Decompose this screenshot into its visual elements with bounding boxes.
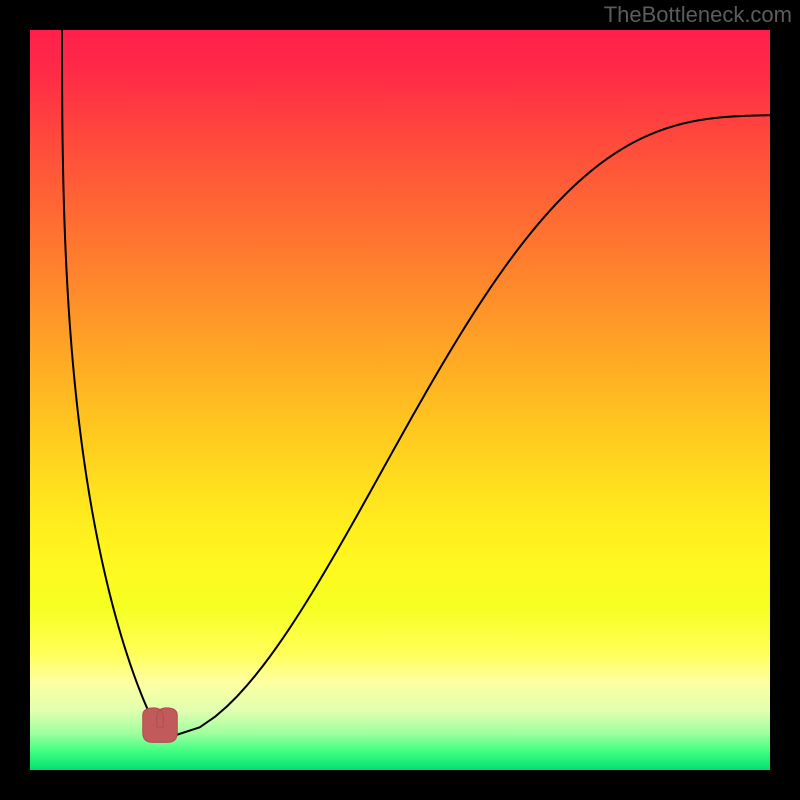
chart-container: TheBottleneck.com [0, 0, 800, 800]
bottleneck-chart [0, 0, 800, 800]
optimal-point-marker [143, 708, 178, 742]
plot-background [30, 30, 770, 770]
watermark-text: TheBottleneck.com [604, 2, 792, 28]
